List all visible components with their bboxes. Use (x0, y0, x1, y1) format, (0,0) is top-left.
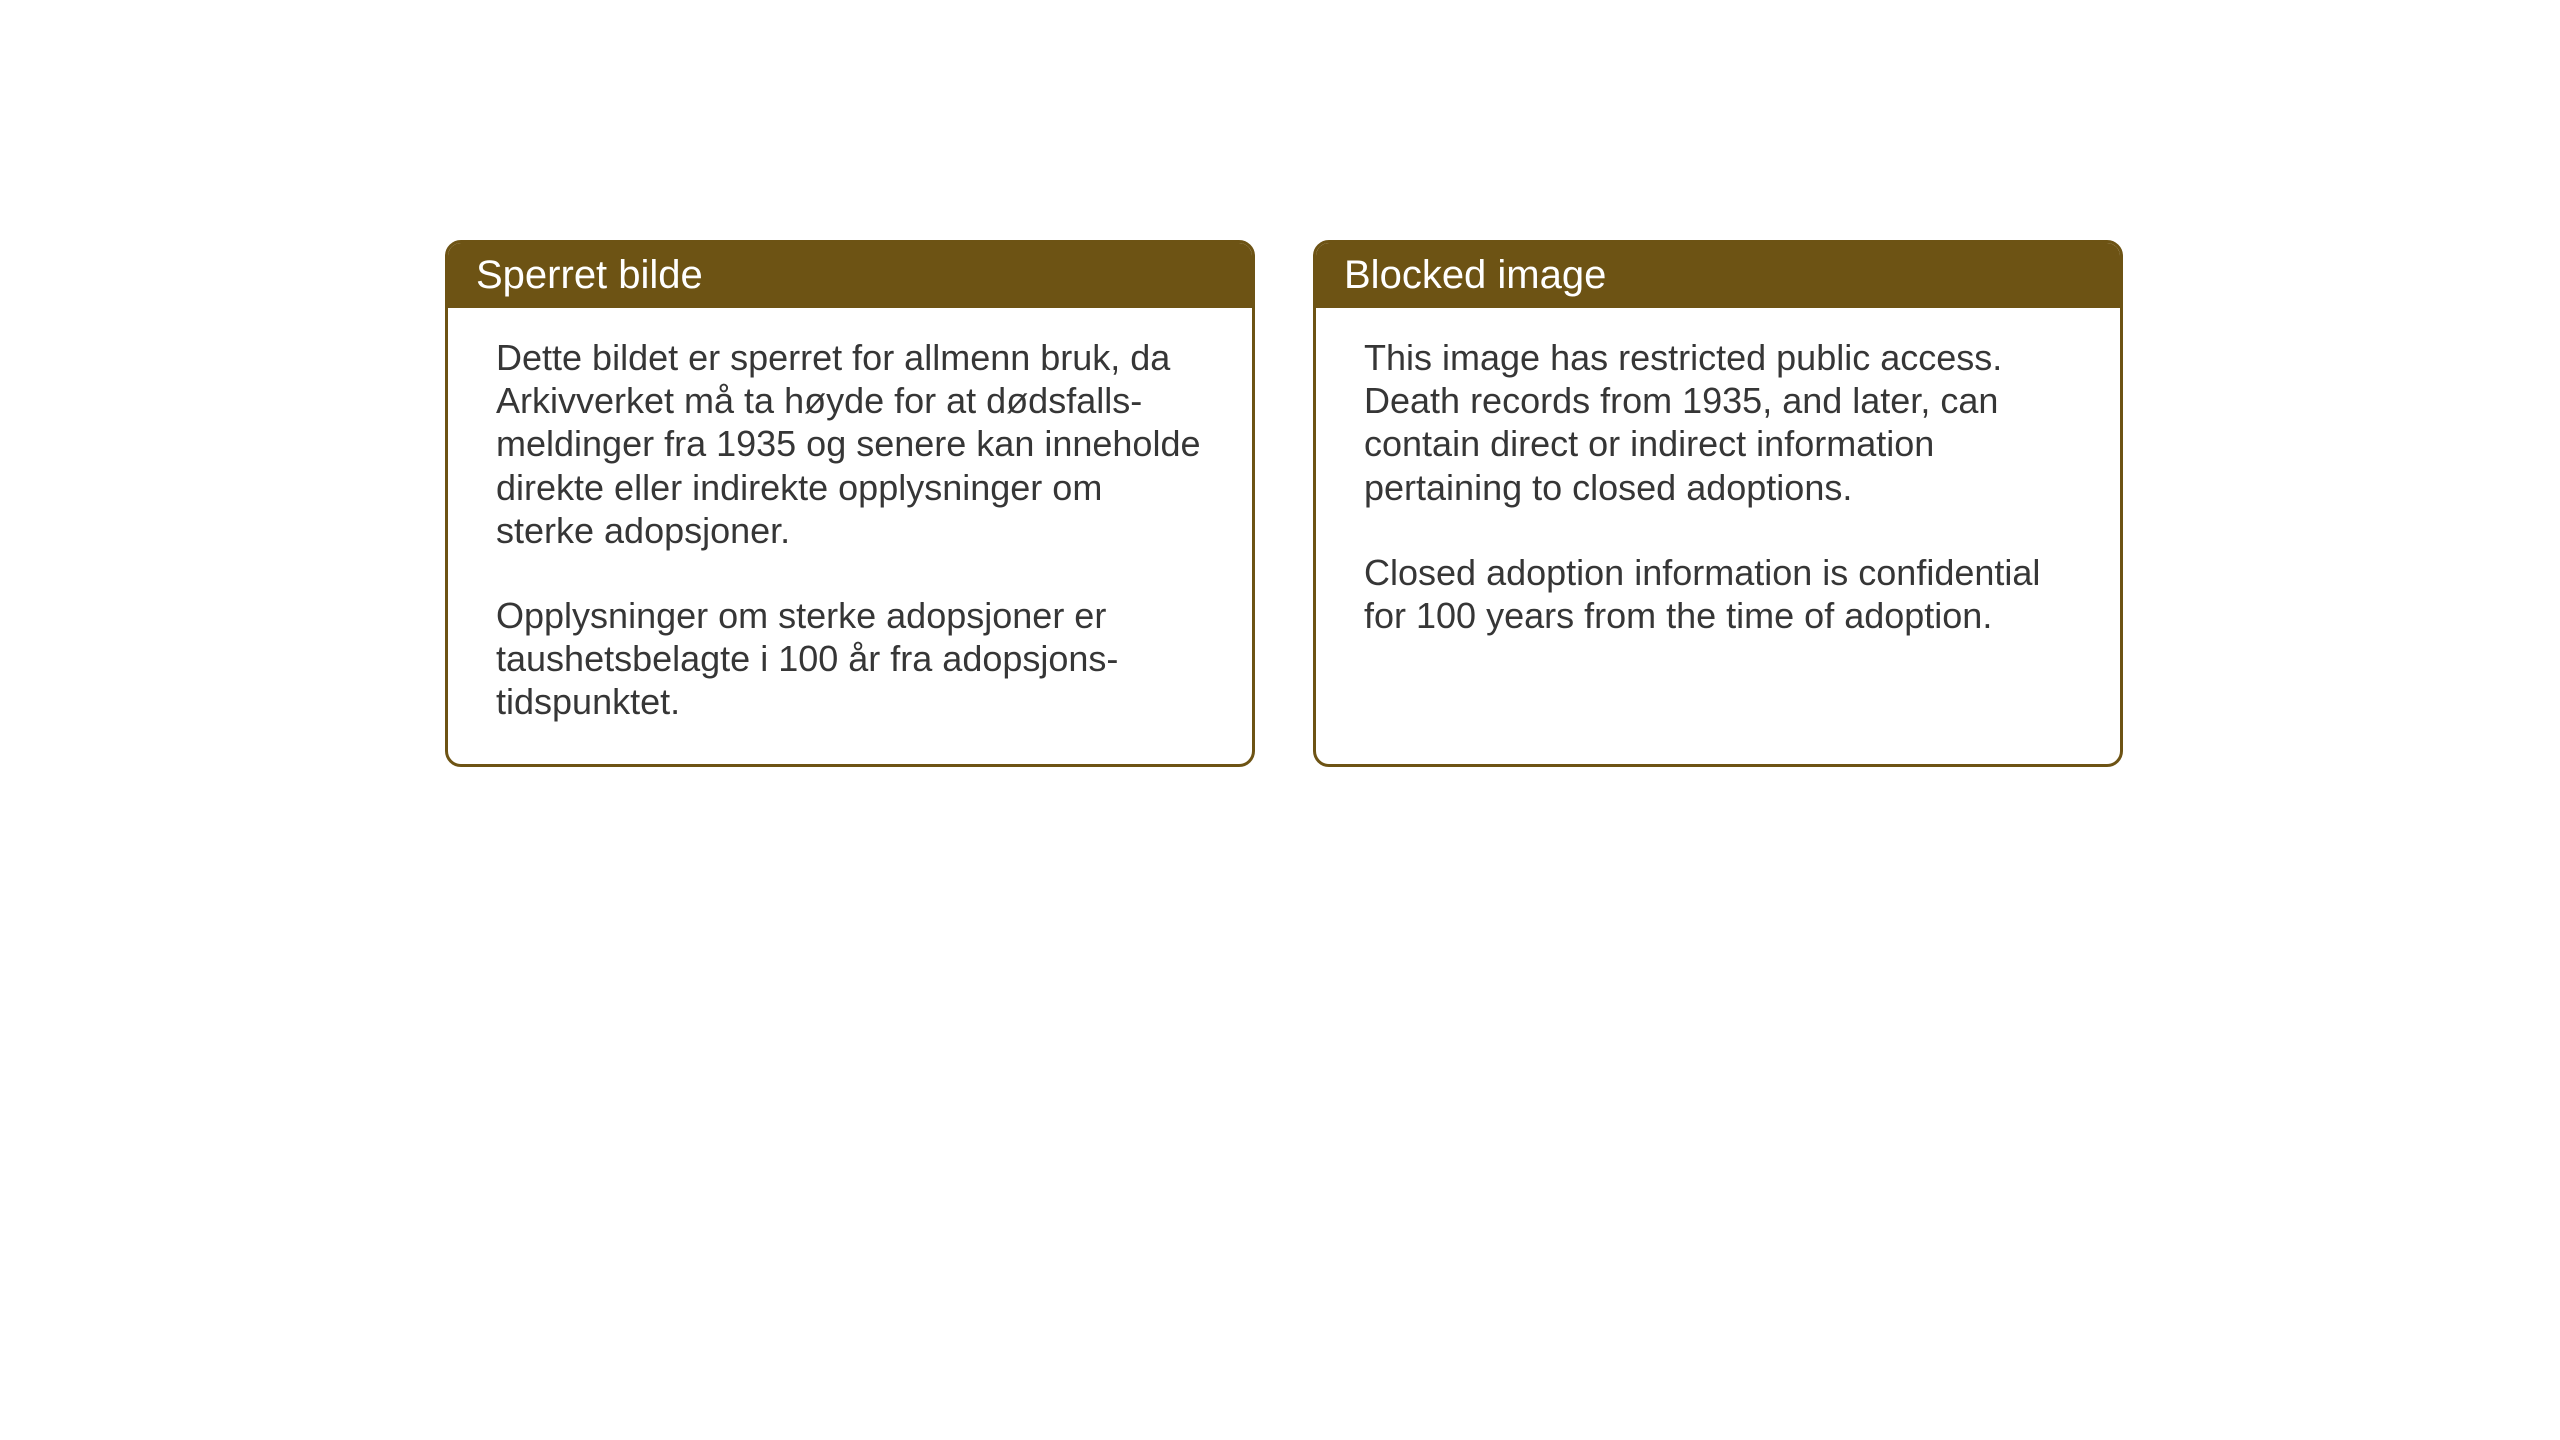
notice-card-english: Blocked image This image has restricted … (1313, 240, 2123, 767)
notice-paragraph-1-english: This image has restricted public access.… (1364, 336, 2072, 509)
notice-header-norwegian: Sperret bilde (448, 243, 1252, 308)
notice-header-english: Blocked image (1316, 243, 2120, 308)
notice-card-norwegian: Sperret bilde Dette bildet er sperret fo… (445, 240, 1255, 767)
notice-title-norwegian: Sperret bilde (476, 253, 703, 297)
notice-body-norwegian: Dette bildet er sperret for allmenn bruk… (448, 308, 1252, 764)
notice-paragraph-2-english: Closed adoption information is confident… (1364, 551, 2072, 637)
notice-body-english: This image has restricted public access.… (1316, 308, 2120, 677)
notice-paragraph-1-norwegian: Dette bildet er sperret for allmenn bruk… (496, 336, 1204, 552)
notice-container: Sperret bilde Dette bildet er sperret fo… (445, 240, 2123, 767)
notice-paragraph-2-norwegian: Opplysninger om sterke adopsjoner er tau… (496, 594, 1204, 724)
notice-title-english: Blocked image (1344, 253, 1606, 297)
